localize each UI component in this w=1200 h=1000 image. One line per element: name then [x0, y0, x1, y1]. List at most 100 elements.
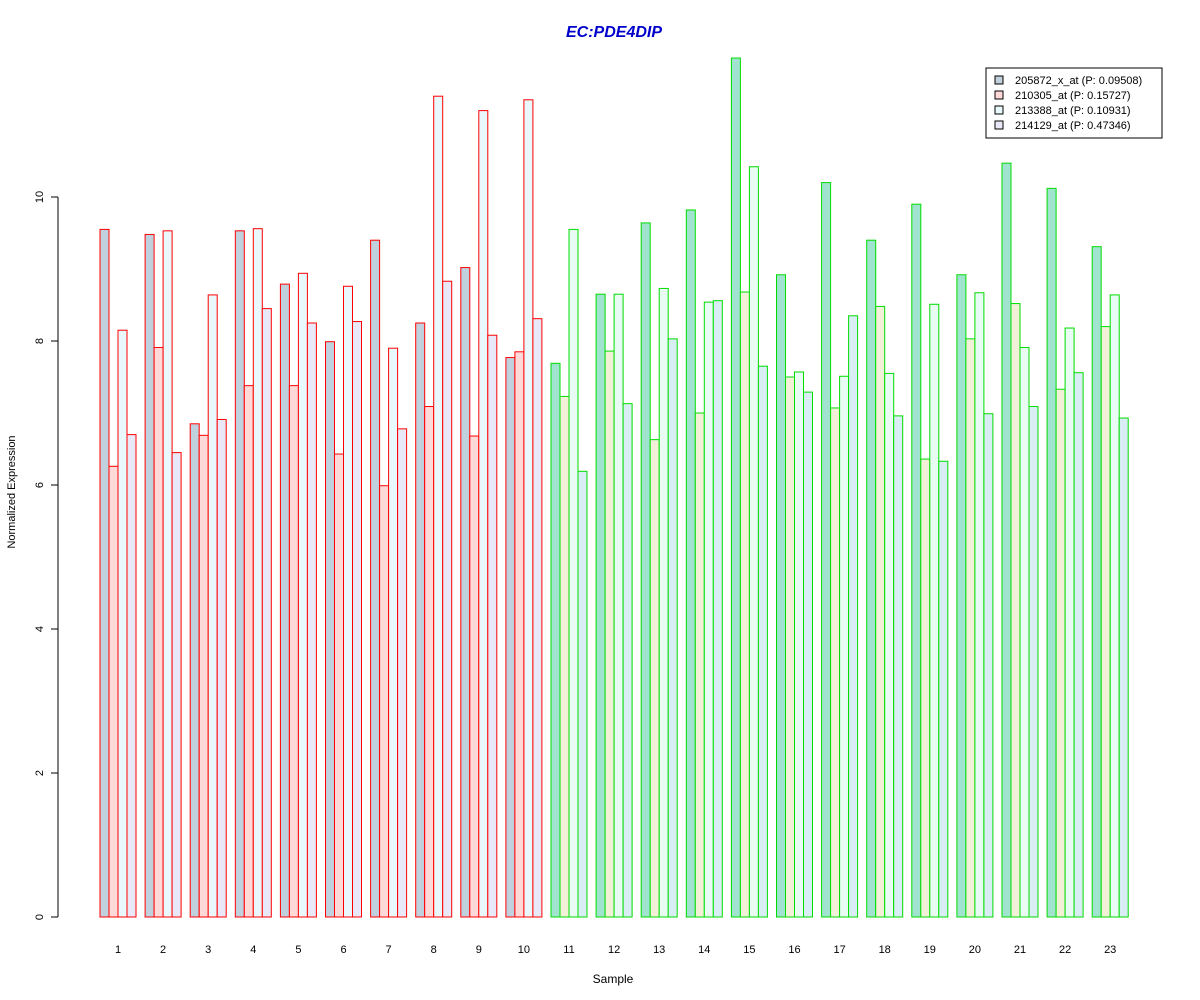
bar-group-18 — [866, 239, 904, 918]
bar-s4-sample-9 — [487, 334, 498, 918]
bar-s1-sample-4 — [234, 230, 245, 918]
bar-s2-sample-15 — [739, 291, 750, 918]
bar-s3-sample-19 — [929, 303, 940, 918]
y-tick-label: 10 — [34, 191, 46, 203]
y-tick-label: 2 — [34, 770, 46, 776]
bar-group-9 — [460, 110, 498, 918]
bar-s1-sample-11 — [550, 362, 561, 918]
bar-s4-sample-5 — [306, 322, 317, 918]
x-tick-label: 18 — [879, 944, 891, 956]
bar-s3-sample-21 — [1019, 346, 1030, 918]
bar-s4-sample-20 — [983, 413, 994, 918]
bar-group-20 — [956, 274, 994, 918]
x-tick-label: 4 — [250, 944, 256, 956]
bar-s4-sample-22 — [1073, 372, 1084, 918]
y-axis-label: Normalized Expression — [6, 435, 18, 548]
bar-s2-sample-3 — [198, 434, 209, 918]
bar-s4-sample-8 — [442, 280, 453, 918]
bar-group-21 — [1001, 162, 1039, 918]
bar-s3-sample-9 — [478, 110, 489, 918]
bar-s3-sample-17 — [839, 375, 850, 918]
bar-s4-sample-18 — [893, 415, 904, 918]
bar-s4-sample-13 — [667, 338, 678, 918]
x-tick-label: 8 — [431, 944, 437, 956]
bar-s2-sample-11 — [559, 395, 570, 918]
bar-s3-sample-8 — [433, 95, 444, 918]
bar-s3-sample-15 — [748, 166, 759, 918]
y-tick-label: 4 — [34, 626, 46, 632]
bar-group-19 — [911, 203, 949, 918]
x-tick-label: 14 — [698, 944, 710, 956]
bar-s3-sample-18 — [884, 372, 895, 918]
bar-s3-sample-7 — [388, 347, 399, 918]
bar-s2-sample-14 — [694, 412, 705, 918]
y-tick-label: 6 — [34, 482, 46, 488]
x-tick-label: 3 — [205, 944, 211, 956]
bar-group-7 — [370, 239, 408, 918]
bar-group-10 — [505, 99, 543, 918]
bar-s1-sample-2 — [144, 233, 155, 918]
bar-group-22 — [1046, 187, 1084, 918]
bar-s3-sample-5 — [297, 272, 308, 918]
bar-s4-sample-21 — [1028, 406, 1039, 918]
bar-group-6 — [325, 285, 362, 918]
bar-s2-sample-19 — [920, 458, 931, 918]
bar-s2-sample-9 — [469, 435, 480, 918]
bar-group-16 — [776, 274, 813, 918]
legend-swatch-4 — [994, 120, 1004, 130]
bar-s1-sample-21 — [1001, 162, 1012, 918]
legend-label-4: 214129_at (P: 0.47346) — [1015, 120, 1131, 132]
bar-s3-sample-14 — [703, 301, 714, 918]
bar-s2-sample-1 — [108, 465, 119, 918]
legend-swatch-3 — [994, 105, 1004, 115]
bar-group-15 — [730, 57, 768, 918]
bar-s3-sample-22 — [1064, 327, 1075, 918]
bar-s1-sample-14 — [685, 209, 696, 918]
bar-s4-sample-2 — [171, 452, 182, 918]
x-tick-label: 2 — [160, 944, 166, 956]
bar-s2-sample-7 — [379, 485, 390, 918]
legend-swatch-2 — [994, 90, 1004, 100]
bars — [99, 57, 1129, 918]
bar-s4-sample-1 — [126, 434, 137, 918]
legend: 205872_x_at (P: 0.09508) 210305_at (P: 0.… — [985, 67, 1163, 139]
bar-s1-sample-3 — [189, 423, 200, 918]
chart-title: EC:PDE4DIP — [566, 24, 662, 41]
bar-s3-sample-11 — [568, 228, 579, 918]
bar-s1-sample-19 — [911, 203, 922, 918]
x-tick-label: 12 — [608, 944, 620, 956]
bar-group-5 — [279, 272, 317, 918]
x-tick-label: 17 — [833, 944, 845, 956]
bar-s3-sample-2 — [162, 230, 173, 918]
x-tick-label: 13 — [653, 944, 665, 956]
x-tick-label: 23 — [1104, 944, 1116, 956]
bar-s1-sample-12 — [595, 293, 606, 918]
bar-s3-sample-3 — [207, 294, 218, 918]
legend-label-2: 210305_at (P: 0.15727) — [1015, 90, 1131, 102]
bar-s4-sample-11 — [577, 470, 588, 918]
x-tick-label: 9 — [476, 944, 482, 956]
bar-s2-sample-8 — [424, 406, 435, 918]
bar-group-8 — [415, 95, 453, 918]
bar-s4-sample-10 — [532, 318, 543, 918]
y-tick-label: 8 — [34, 338, 46, 344]
bar-group-17 — [821, 182, 859, 918]
bar-s2-sample-5 — [288, 385, 299, 918]
bar-s1-sample-6 — [325, 341, 335, 918]
bar-s1-sample-22 — [1046, 187, 1057, 918]
bar-s2-sample-16 — [785, 376, 795, 918]
bar-s1-sample-18 — [866, 239, 877, 918]
x-tick-label: 10 — [518, 944, 530, 956]
x-tick-labels: 1 2 3 4 5 6 7 8 9 10 11 12 13 14 15 16 17 18 19 20 21 22 23 — [115, 944, 1116, 956]
x-tick-label: 16 — [788, 944, 800, 956]
legend-label-1: 205872_x_at (P: 0.09508) — [1015, 75, 1142, 87]
bar-s1-sample-16 — [776, 274, 786, 918]
bar-group-1 — [99, 228, 137, 918]
bar-s1-sample-13 — [640, 222, 651, 918]
bar-group-14 — [685, 209, 723, 918]
bar-s3-sample-12 — [613, 293, 624, 918]
bar-s2-sample-4 — [243, 385, 254, 918]
x-tick-label: 6 — [340, 944, 346, 956]
legend-label-3: 213388_at (P: 0.10931) — [1015, 105, 1131, 117]
bar-s4-sample-14 — [712, 300, 723, 918]
